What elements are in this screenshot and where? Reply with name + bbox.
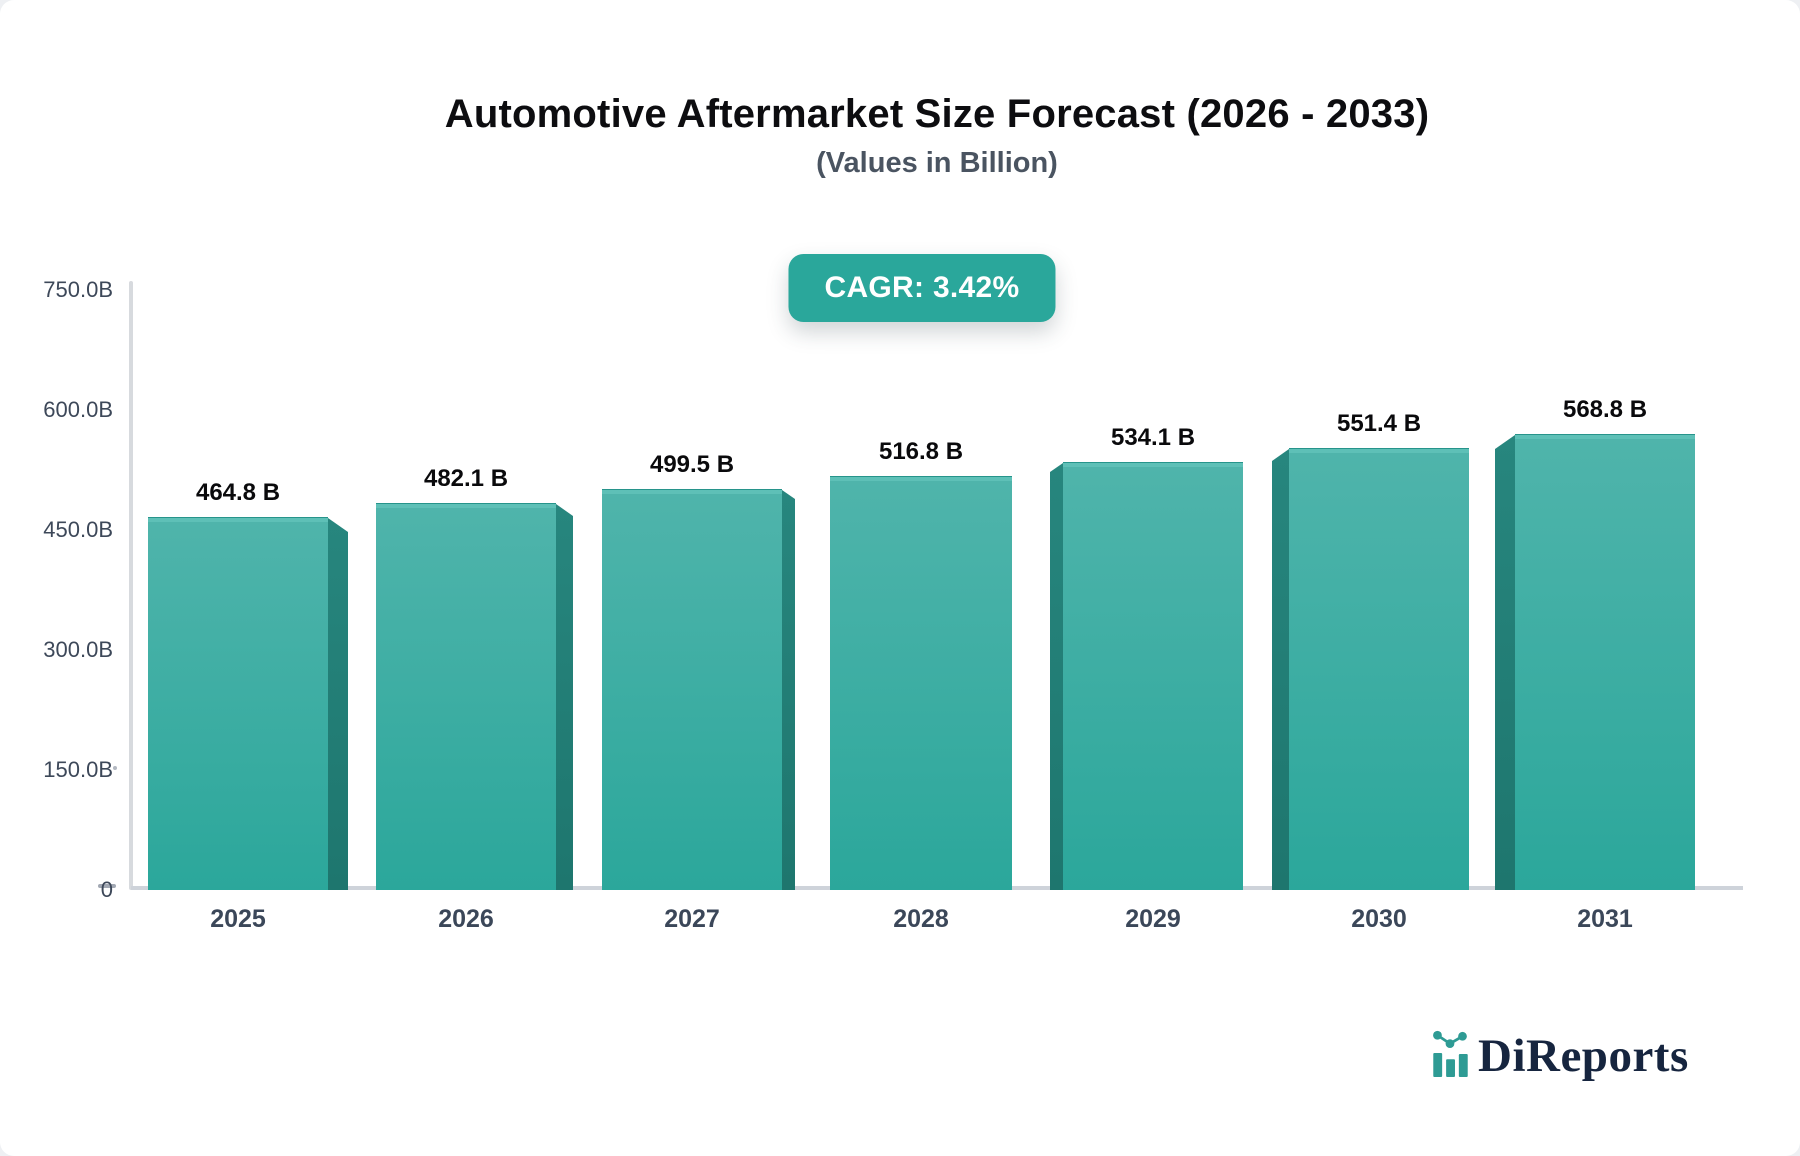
bar-2027: [602, 490, 795, 890]
bar-2029: [1050, 463, 1243, 890]
bar-face: [148, 518, 328, 890]
bar-side-face: [556, 504, 573, 890]
bar-value-label: 568.8 B: [1562, 396, 1648, 423]
bar-2026: [376, 504, 573, 890]
x-tick-label: 2029: [1125, 905, 1181, 933]
chart-subtitle: (Values in Billion): [816, 147, 1058, 179]
bar-side-face: [328, 518, 348, 890]
minor-tick-dot: [113, 766, 117, 770]
bar-2030: [1272, 449, 1469, 890]
bar-value-label: 516.8 B: [878, 438, 964, 465]
x-tick-label: 2027: [664, 905, 720, 933]
bar-side-face: [1495, 435, 1515, 890]
bar-2028: [830, 477, 1012, 890]
bar-side-face: [782, 490, 795, 890]
bar-value-label: 499.5 B: [649, 451, 735, 478]
bar-value-label: 464.8 B: [195, 479, 281, 506]
y-tick-label: 600.0B: [43, 397, 113, 422]
x-tick-label: 2031: [1577, 905, 1633, 933]
bar-side-face: [1272, 449, 1289, 890]
cagr-badge: CAGR: 3.42%: [788, 254, 1056, 322]
x-tick-label: 2030: [1351, 905, 1407, 933]
bar-value-label: 534.1 B: [1110, 424, 1196, 451]
zero-tick-mark: [98, 884, 116, 888]
bar-face: [1063, 463, 1243, 890]
bar-2031: [1495, 435, 1695, 890]
y-tick-label: 750.0B: [43, 277, 113, 302]
logo-text: DiReports: [1478, 1029, 1689, 1082]
y-tick-label: 150.0B: [43, 757, 113, 782]
y-axis-line: [129, 281, 133, 890]
bar-face: [1289, 449, 1469, 890]
bar-value-label: 551.4 B: [1336, 410, 1422, 437]
y-tick-label: 0: [100, 877, 113, 902]
bar-side-face: [1050, 463, 1063, 890]
bar-2025: [148, 518, 348, 890]
bar-line-chart-icon: [1433, 1030, 1468, 1077]
brand-logo: DiReports: [1432, 1029, 1689, 1082]
x-tick-label: 2028: [893, 905, 949, 933]
y-tick-label: 450.0B: [43, 517, 113, 542]
bar-value-label: 482.1 B: [423, 465, 509, 492]
bar-face: [830, 477, 1012, 890]
y-tick-label: 300.0B: [43, 637, 113, 662]
bar-face: [602, 490, 782, 890]
bar-face: [1515, 435, 1695, 890]
bar-face: [376, 504, 556, 890]
x-tick-label: 2026: [438, 905, 494, 933]
x-tick-label: 2025: [210, 905, 266, 933]
chart-title: Automotive Aftermarket Size Forecast (20…: [444, 92, 1430, 136]
